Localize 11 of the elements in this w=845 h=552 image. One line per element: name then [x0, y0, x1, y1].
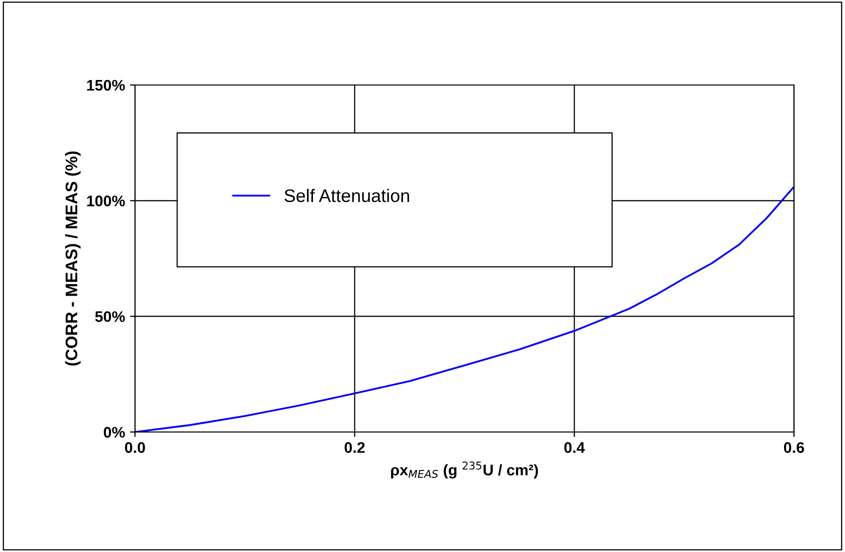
x-tick-label: 0.4 — [564, 442, 585, 453]
y-tick-label: 100% — [87, 196, 125, 206]
y-tick-label: 50% — [95, 311, 125, 322]
x-tick-label: 0.6 — [784, 442, 804, 453]
x-axis-title: ρx$_{MEAS}$ (g $^{235}$U / cm²) — [391, 462, 538, 479]
x-tick-label: 0.0 — [124, 442, 145, 453]
legend-label: Self Attenuation — [284, 188, 410, 202]
x-tick-label: 0.2 — [344, 442, 365, 453]
y-axis-title: (CORR - MEAS) / MEAS (%) — [65, 151, 81, 366]
y-tick-label: 150% — [87, 80, 125, 91]
y-tick-label: 0% — [104, 426, 125, 438]
